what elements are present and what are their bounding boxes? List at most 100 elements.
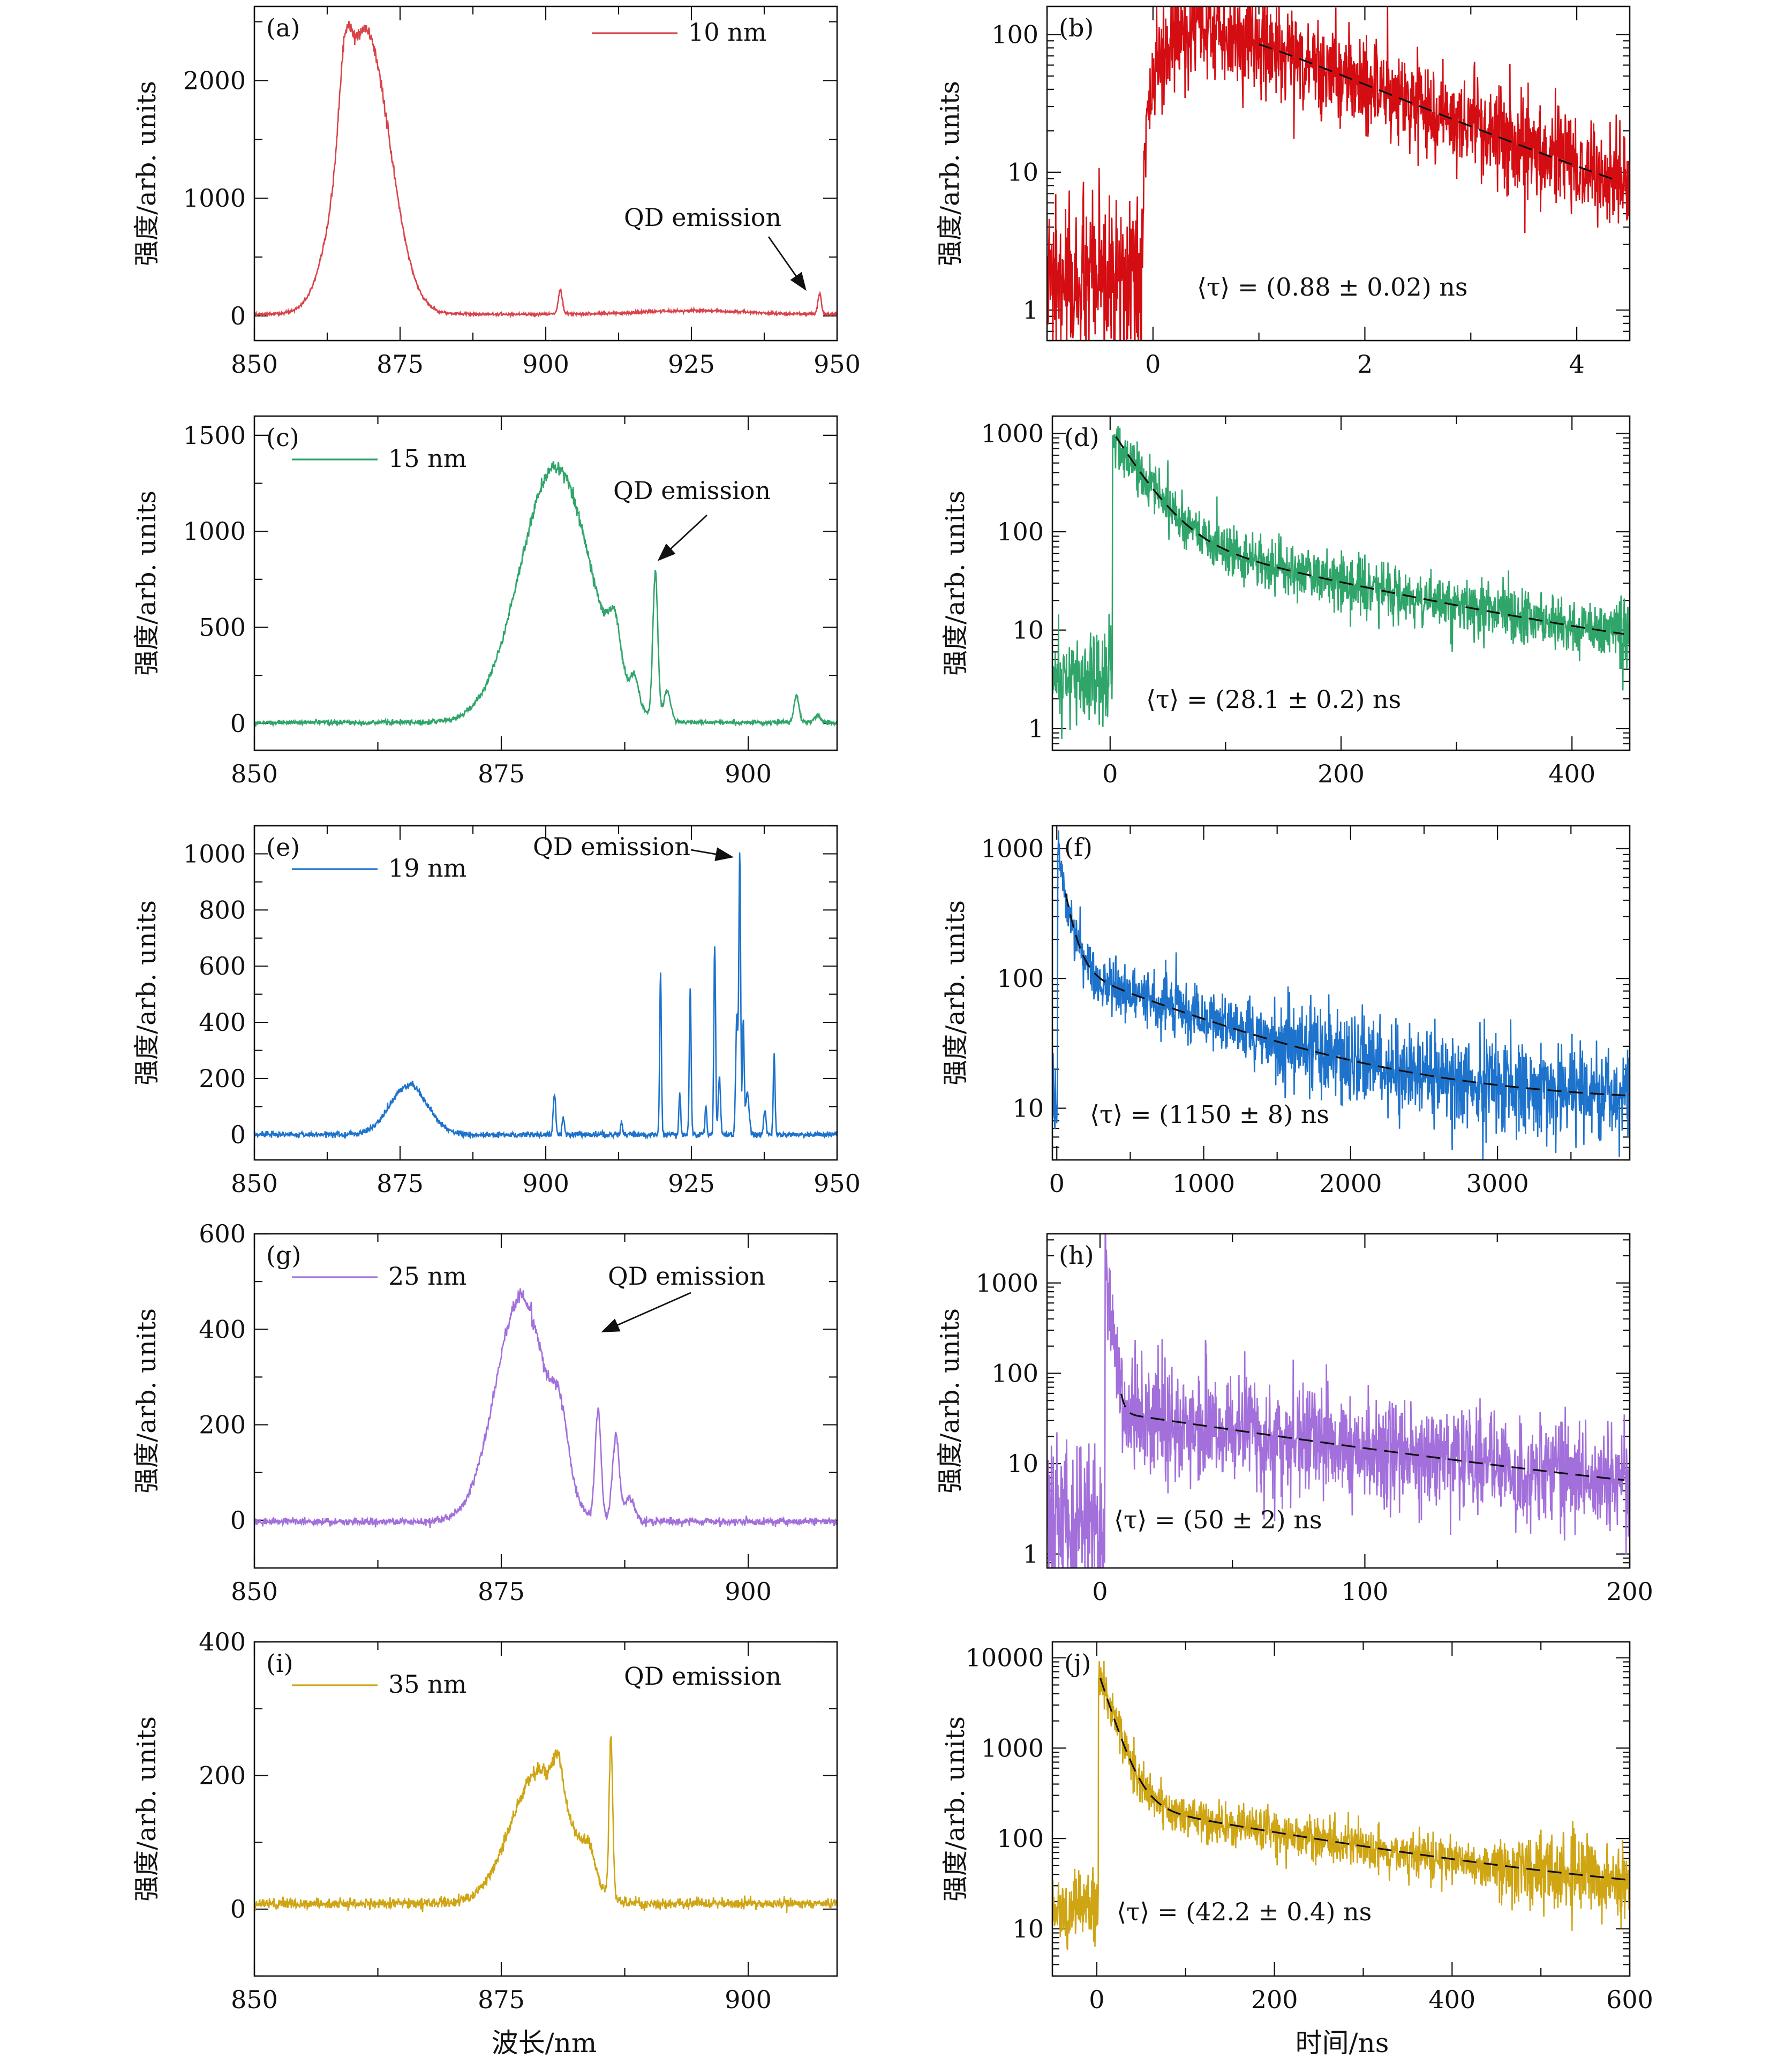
panel-b: 0 2 4 1 10 100 强度/arb. units (b) ⟨τ⟩ = (0.88 ± 0… bbox=[935, 5, 1631, 379]
panel-a-ticks bbox=[253, 6, 838, 341]
panel-j-fit-line bbox=[1100, 1678, 1628, 1881]
panel-c: 850 875 900 0 500 1000 1500 强度/arb. units (c) 15 … bbox=[132, 415, 838, 788]
panel-c-frame bbox=[253, 415, 838, 751]
panel-h-xtick-label: 200 bbox=[1606, 1577, 1653, 1606]
panel-b-ytick-label: 100 bbox=[991, 20, 1038, 49]
panel-f-ytick-label: 1000 bbox=[981, 834, 1044, 863]
panel-e-xtick-label: 925 bbox=[668, 1169, 715, 1198]
panel-a-legend-label: 10 nm bbox=[688, 18, 766, 47]
panel-c-legend-label: 15 nm bbox=[388, 444, 466, 473]
panel-h-data-line bbox=[1047, 1234, 1630, 1568]
panel-i-annotation: QD emission bbox=[624, 1662, 781, 1691]
panel-e-xtick-label: 900 bbox=[522, 1169, 569, 1198]
panel-b-frame bbox=[1046, 5, 1631, 342]
panel-i-xtick-label: 900 bbox=[725, 1985, 772, 2014]
panel-g-xtick-label: 900 bbox=[725, 1577, 772, 1606]
panel-g-label: (g) bbox=[266, 1241, 301, 1270]
panel-e: 850 875 900 925 950 0 200 400 600 800 1000 强度/arb. … bbox=[132, 825, 861, 1198]
panel-c-xtick-label: 875 bbox=[478, 759, 525, 788]
panel-e-xtick-label: 875 bbox=[377, 1169, 424, 1198]
panel-g: 850 875 900 0 200 400 600 强度/arb. units (g) 25 nm… bbox=[132, 1219, 838, 1606]
panel-h-label: (h) bbox=[1059, 1241, 1094, 1270]
panel-a-xtick-label: 900 bbox=[522, 350, 569, 379]
panel-d: 0 200 400 1 10 100 1000 强度/arb. units (d) ⟨τ⟩ = (… bbox=[940, 415, 1631, 788]
x-axis-title-right: 时间/ns bbox=[1296, 2027, 1389, 2059]
panel-f-data-line bbox=[1052, 830, 1630, 1160]
panel-b-y-axis-title: 强度/arb. units bbox=[935, 81, 965, 266]
panel-j-xtick-label: 400 bbox=[1428, 1985, 1475, 2014]
panel-c-xtick-label: 900 bbox=[725, 759, 772, 788]
panel-d-label: (d) bbox=[1064, 423, 1099, 452]
panel-i-y-axis-title: 强度/arb. units bbox=[132, 1716, 162, 1902]
panel-g-annotation-arrow bbox=[611, 1292, 691, 1329]
panel-e-xtick-label: 950 bbox=[814, 1169, 861, 1198]
panel-f-frame bbox=[1051, 825, 1631, 1161]
panel-f-xtick-label: 0 bbox=[1049, 1169, 1065, 1198]
panel-f-xtick-label: 1000 bbox=[1172, 1169, 1235, 1198]
panel-e-ytick-label: 800 bbox=[199, 895, 246, 924]
panel-a-y-axis-title: 强度/arb. units bbox=[132, 81, 162, 266]
panel-b-xtick-label: 2 bbox=[1357, 350, 1373, 379]
panel-g-ytick-label: 600 bbox=[199, 1219, 246, 1248]
panel-a-label: (a) bbox=[266, 13, 300, 42]
panel-j: 0 200 400 600 10 100 1000 10000 强度/arb. units (j)… bbox=[940, 1641, 1653, 2014]
panel-i-ticks bbox=[253, 1641, 837, 1977]
panel-j-ytick-label: 10 bbox=[1012, 1914, 1044, 1943]
panel-c-label: (c) bbox=[266, 423, 299, 452]
panel-g-ytick-label: 0 bbox=[230, 1506, 246, 1535]
panel-j-xtick-label: 600 bbox=[1606, 1985, 1653, 2014]
panel-i-frame bbox=[253, 1641, 838, 1977]
panel-c-ytick-label: 500 bbox=[199, 613, 246, 642]
panel-c-annotation: QD emission bbox=[613, 476, 771, 505]
panel-f-ytick-label: 100 bbox=[997, 964, 1044, 993]
panel-e-data-line bbox=[254, 852, 837, 1140]
panel-a: 850 875 900 925 950 0 1000 2000 强度/arb. units (a)… bbox=[132, 5, 861, 379]
panel-i-ytick-label: 400 bbox=[199, 1627, 246, 1656]
panel-h-ytick-label: 10 bbox=[1007, 1449, 1038, 1478]
panel-c-annotation-arrowhead bbox=[657, 544, 676, 561]
panel-e-y-axis-title: 强度/arb. units bbox=[132, 900, 162, 1085]
panel-g-ytick-label: 200 bbox=[199, 1411, 246, 1439]
panel-d-ytick-label: 1000 bbox=[981, 419, 1044, 448]
panel-a-ytick-label: 2000 bbox=[183, 66, 246, 95]
panel-b-xtick-label: 4 bbox=[1569, 350, 1584, 379]
panel-j-xtick-label: 0 bbox=[1089, 1985, 1104, 2014]
panel-d-ytick-label: 100 bbox=[997, 517, 1044, 546]
panel-i-ytick-label: 0 bbox=[230, 1895, 246, 1924]
panel-j-label: (j) bbox=[1064, 1649, 1091, 1678]
panel-e-annotation-arrowhead bbox=[714, 847, 734, 861]
panel-h-ytick-label: 1000 bbox=[976, 1269, 1038, 1298]
panel-i-xtick-label: 850 bbox=[231, 1985, 278, 2014]
panel-d-frame bbox=[1051, 415, 1631, 751]
panel-a-xtick-label: 950 bbox=[814, 350, 861, 379]
panel-a-xtick-label: 925 bbox=[668, 350, 715, 379]
panel-e-annotation: QD emission bbox=[533, 832, 690, 861]
panel-d-ytick-label: 1 bbox=[1028, 714, 1044, 743]
panel-e-label: (e) bbox=[266, 833, 300, 862]
panel-i-data-line bbox=[254, 1735, 837, 1913]
panel-c-ytick-label: 1000 bbox=[183, 517, 246, 546]
x-axis-title-left: 波长/nm bbox=[492, 2027, 597, 2059]
panel-c-y-axis-title: 强度/arb. units bbox=[132, 491, 162, 676]
panel-a-annotation-arrowhead bbox=[790, 272, 807, 291]
panel-a-ytick-label: 1000 bbox=[183, 184, 246, 213]
panel-f-label: (f) bbox=[1064, 833, 1093, 862]
panel-f-xtick-label: 3000 bbox=[1466, 1169, 1529, 1198]
panel-e-frame bbox=[253, 825, 838, 1161]
panel-b-ytick-label: 10 bbox=[1007, 158, 1038, 187]
panel-i-ytick-label: 200 bbox=[199, 1761, 246, 1790]
panel-g-ytick-label: 400 bbox=[199, 1315, 246, 1344]
panel-i: 850 875 900 0 200 400 强度/arb. units (i) 35 nm QD … bbox=[132, 1627, 838, 2014]
panel-a-annotation: QD emission bbox=[624, 203, 781, 232]
panel-d-data-line bbox=[1052, 426, 1630, 739]
panel-c-ytick-label: 1500 bbox=[183, 421, 246, 450]
panel-c-ticks bbox=[253, 416, 837, 750]
panel-i-label: (i) bbox=[266, 1649, 293, 1678]
panel-c-annotation-arrow bbox=[665, 514, 707, 554]
panel-h-frame bbox=[1046, 1233, 1631, 1569]
panel-a-annotation-arrow bbox=[767, 236, 801, 282]
panel-d-y-axis-title: 强度/arb. units bbox=[940, 491, 970, 676]
panel-j-ytick-label: 1000 bbox=[981, 1733, 1044, 1762]
